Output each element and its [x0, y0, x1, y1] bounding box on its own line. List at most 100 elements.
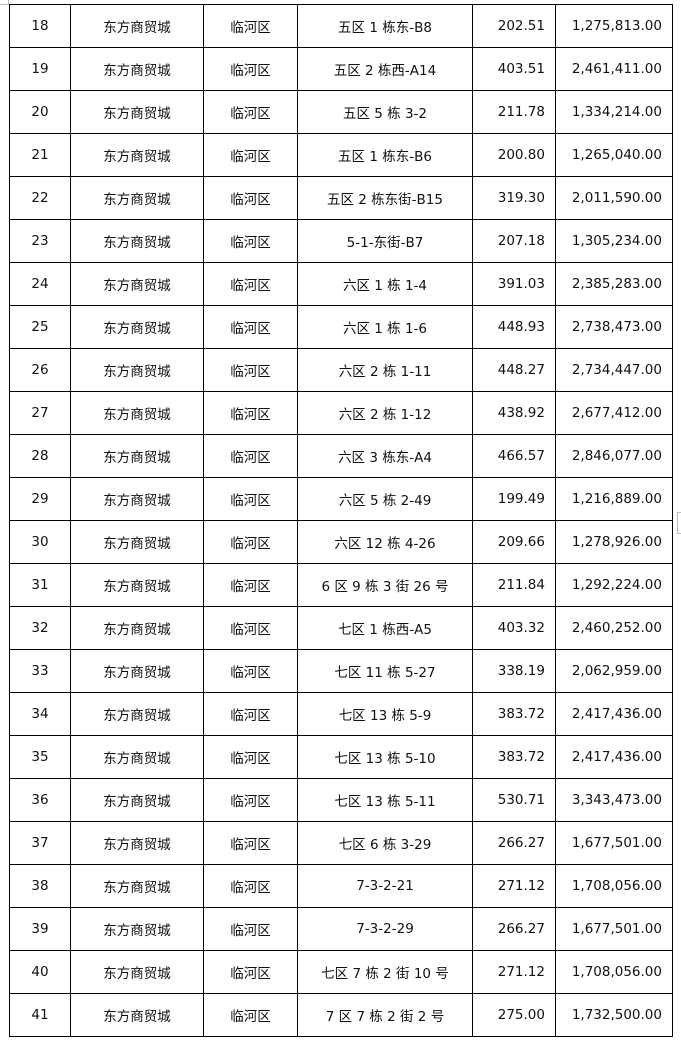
cell-unit-location: 7-3-2-29 — [297, 907, 473, 951]
cell-district: 临河区 — [203, 563, 298, 607]
cell-amount: 2,062,959.00 — [555, 649, 673, 693]
cell-amount: 1,708,056.00 — [555, 864, 673, 908]
cell-area: 403.51 — [472, 47, 556, 91]
table-row: 19 东方商贸城 临河区 五区 2 栋西-A14 403.51 2,461,411.00 — [9, 47, 673, 91]
cell-market-name: 东方商贸城 — [70, 305, 204, 349]
table-row: 33 东方商贸城 临河区 七区 11 栋 5-27 338.19 2,062,959.00 — [9, 649, 673, 693]
cell-row-number: 34 — [9, 692, 71, 736]
cell-unit-location: 六区 2 栋 1-11 — [297, 348, 473, 392]
cell-district: 临河区 — [203, 391, 298, 435]
cell-amount: 2,846,077.00 — [555, 434, 673, 478]
cell-amount: 2,417,436.00 — [555, 735, 673, 779]
cell-amount: 2,460,252.00 — [555, 606, 673, 650]
cell-district: 临河区 — [203, 821, 298, 865]
cell-area: 271.12 — [472, 864, 556, 908]
table-row: 38 东方商贸城 临河区 7-3-2-21 271.12 1,708,056.00 — [9, 864, 673, 908]
cell-row-number: 18 — [9, 4, 71, 48]
cell-market-name: 东方商贸城 — [70, 262, 204, 306]
cell-unit-location: 七区 13 栋 5-10 — [297, 735, 473, 779]
cell-unit-location: 七区 1 栋西-A5 — [297, 606, 473, 650]
cell-row-number: 23 — [9, 219, 71, 263]
cell-market-name: 东方商贸城 — [70, 391, 204, 435]
cell-area: 438.92 — [472, 391, 556, 435]
cell-row-number: 21 — [9, 133, 71, 177]
cell-row-number: 33 — [9, 649, 71, 693]
cell-amount: 2,734,447.00 — [555, 348, 673, 392]
table-row: 24 东方商贸城 临河区 六区 1 栋 1-4 391.03 2,385,283.00 — [9, 262, 673, 306]
cell-market-name: 东方商贸城 — [70, 47, 204, 91]
cell-area: 383.72 — [472, 735, 556, 779]
table-row: 23 东方商贸城 临河区 5-1-东街-B7 207.18 1,305,234.00 — [9, 219, 673, 263]
cell-market-name: 东方商贸城 — [70, 348, 204, 392]
cell-district: 临河区 — [203, 262, 298, 306]
cell-market-name: 东方商贸城 — [70, 477, 204, 521]
cell-amount: 1,275,813.00 — [555, 4, 673, 48]
cell-unit-location: 六区 1 栋 1-4 — [297, 262, 473, 306]
cell-unit-location: 7-3-2-21 — [297, 864, 473, 908]
cell-area: 199.49 — [472, 477, 556, 521]
table-row: 30 东方商贸城 临河区 六区 12 栋 4-26 209.66 1,278,926.00 — [9, 520, 673, 564]
cell-district: 临河区 — [203, 950, 298, 994]
cell-amount: 2,011,590.00 — [555, 176, 673, 220]
table-row: 32 东方商贸城 临河区 七区 1 栋西-A5 403.32 2,460,252.00 — [9, 606, 673, 650]
cell-unit-location: 七区 6 栋 3-29 — [297, 821, 473, 865]
table-row: 40 东方商贸城 临河区 七区 7 栋 2 街 10 号 271.12 1,708,056… — [9, 950, 673, 994]
cell-row-number: 37 — [9, 821, 71, 865]
page-corner-mark — [0, 0, 9, 5]
table-row: 28 东方商贸城 临河区 六区 3 栋东-A4 466.57 2,846,077.00 — [9, 434, 673, 478]
cell-area: 266.27 — [472, 821, 556, 865]
cell-row-number: 26 — [9, 348, 71, 392]
cell-unit-location: 七区 7 栋 2 街 10 号 — [297, 950, 473, 994]
cell-district: 临河区 — [203, 305, 298, 349]
cell-amount: 1,334,214.00 — [555, 90, 673, 134]
cell-row-number: 36 — [9, 778, 71, 822]
cell-market-name: 东方商贸城 — [70, 133, 204, 177]
cell-market-name: 东方商贸城 — [70, 692, 204, 736]
cell-unit-location: 五区 1 栋东-B8 — [297, 4, 473, 48]
cell-amount: 1,305,234.00 — [555, 219, 673, 263]
cell-area: 383.72 — [472, 692, 556, 736]
cell-market-name: 东方商贸城 — [70, 520, 204, 564]
page-edge-mark — [677, 512, 681, 534]
cell-amount: 2,461,411.00 — [555, 47, 673, 91]
cell-unit-location: 7 区 7 栋 2 街 2 号 — [297, 993, 473, 1037]
cell-amount: 1,708,056.00 — [555, 950, 673, 994]
cell-market-name: 东方商贸城 — [70, 563, 204, 607]
cell-area: 391.03 — [472, 262, 556, 306]
cell-unit-location: 六区 12 栋 4-26 — [297, 520, 473, 564]
cell-unit-location: 五区 2 栋西-A14 — [297, 47, 473, 91]
cell-row-number: 24 — [9, 262, 71, 306]
cell-row-number: 27 — [9, 391, 71, 435]
cell-amount: 1,292,224.00 — [555, 563, 673, 607]
cell-unit-location: 六区 2 栋 1-12 — [297, 391, 473, 435]
table-row: 35 东方商贸城 临河区 七区 13 栋 5-10 383.72 2,417,436.00 — [9, 735, 673, 779]
cell-area: 448.27 — [472, 348, 556, 392]
cell-unit-location: 五区 5 栋 3-2 — [297, 90, 473, 134]
table-row: 31 东方商贸城 临河区 6 区 9 栋 3 街 26 号 211.84 1,292,22… — [9, 563, 673, 607]
cell-market-name: 东方商贸城 — [70, 864, 204, 908]
cell-market-name: 东方商贸城 — [70, 649, 204, 693]
cell-row-number: 29 — [9, 477, 71, 521]
cell-row-number: 20 — [9, 90, 71, 134]
cell-market-name: 东方商贸城 — [70, 778, 204, 822]
cell-amount: 2,738,473.00 — [555, 305, 673, 349]
cell-row-number: 35 — [9, 735, 71, 779]
cell-district: 临河区 — [203, 219, 298, 263]
cell-market-name: 东方商贸城 — [70, 821, 204, 865]
table-row: 29 东方商贸城 临河区 六区 5 栋 2-49 199.49 1,216,889.00 — [9, 477, 673, 521]
cell-area: 448.93 — [472, 305, 556, 349]
cell-unit-location: 六区 5 栋 2-49 — [297, 477, 473, 521]
cell-area: 211.78 — [472, 90, 556, 134]
table-row: 25 东方商贸城 临河区 六区 1 栋 1-6 448.93 2,738,473.00 — [9, 305, 673, 349]
cell-market-name: 东方商贸城 — [70, 219, 204, 263]
cell-unit-location: 七区 11 栋 5-27 — [297, 649, 473, 693]
cell-unit-location: 6 区 9 栋 3 街 26 号 — [297, 563, 473, 607]
cell-district: 临河区 — [203, 47, 298, 91]
cell-amount: 2,677,412.00 — [555, 391, 673, 435]
cell-amount: 3,343,473.00 — [555, 778, 673, 822]
cell-area: 271.12 — [472, 950, 556, 994]
cell-district: 临河区 — [203, 348, 298, 392]
table-row: 34 东方商贸城 临河区 七区 13 栋 5-9 383.72 2,417,436.00 — [9, 692, 673, 736]
cell-area: 209.66 — [472, 520, 556, 564]
cell-area: 275.00 — [472, 993, 556, 1037]
